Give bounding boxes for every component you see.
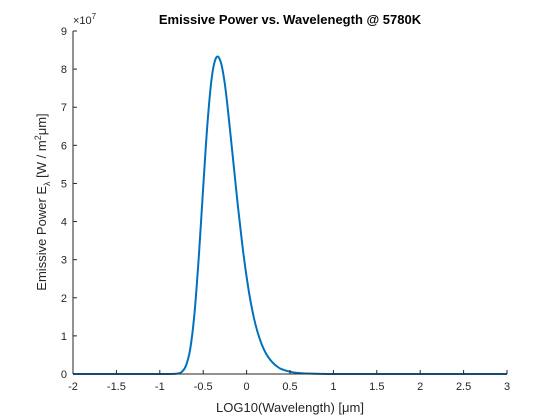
x-tick-label: -1.5 — [107, 381, 126, 393]
y-tick-label: 7 — [61, 102, 67, 114]
y-axis-label-unit: μm — [34, 117, 49, 135]
x-tick-label: 1.5 — [369, 381, 384, 393]
x-tick-label: 0.5 — [282, 381, 297, 393]
y-axis-label-sup: 2 — [33, 135, 43, 140]
y-tick-label: 3 — [61, 255, 67, 267]
y-tick-label: 4 — [61, 217, 67, 229]
x-tick-label: -1 — [155, 381, 165, 393]
y-axis-label-units: [W / m — [34, 140, 49, 181]
x-axis-ticks: -2 -1.5 -1 -0.5 0 0.5 1 1.5 2 2.5 3 — [68, 370, 510, 393]
x-tick-label: -0.5 — [194, 381, 213, 393]
x-tick-label: 1 — [330, 381, 336, 393]
x-axis-label-main: LOG10(Wavelength) [ — [216, 400, 342, 415]
y-tick-label: 9 — [61, 26, 67, 38]
y-tick-label: 1 — [61, 331, 67, 343]
chart-title: Emissive Power vs. Wavelenegth @ 5780K — [159, 12, 422, 27]
y-axis-label-close: ] — [34, 113, 49, 117]
x-tick-label: 2 — [417, 381, 423, 393]
y-axis-ticks: 0 1 2 3 4 5 6 7 8 9 — [61, 26, 77, 381]
x-axis-label-close: ] — [360, 400, 364, 415]
y-axis-label-sub: λ — [42, 181, 52, 186]
y-axis-label-main: Emissive Power E — [34, 186, 49, 291]
y-tick-label: 2 — [61, 293, 67, 305]
y-tick-label: 5 — [61, 178, 67, 190]
x-tick-label: -2 — [68, 381, 78, 393]
x-axis-label-unit: μm — [342, 400, 360, 415]
y-axis-label: Emissive Power Eλ [W / m2μm] — [33, 113, 52, 290]
y-axis-exponent: ×107 — [73, 12, 97, 27]
x-axis-label: LOG10(Wavelength) [μm] — [216, 400, 364, 415]
y-tick-label: 6 — [61, 140, 67, 152]
y-tick-label: 8 — [61, 64, 67, 76]
y-exponent-value: 7 — [92, 12, 97, 21]
plot-area — [73, 31, 507, 374]
x-tick-label: 2.5 — [456, 381, 471, 393]
y-tick-label: 0 — [61, 369, 67, 381]
y-exponent-prefix: ×10 — [73, 15, 92, 27]
x-tick-label: 3 — [504, 381, 510, 393]
x-tick-label: 0 — [244, 381, 250, 393]
